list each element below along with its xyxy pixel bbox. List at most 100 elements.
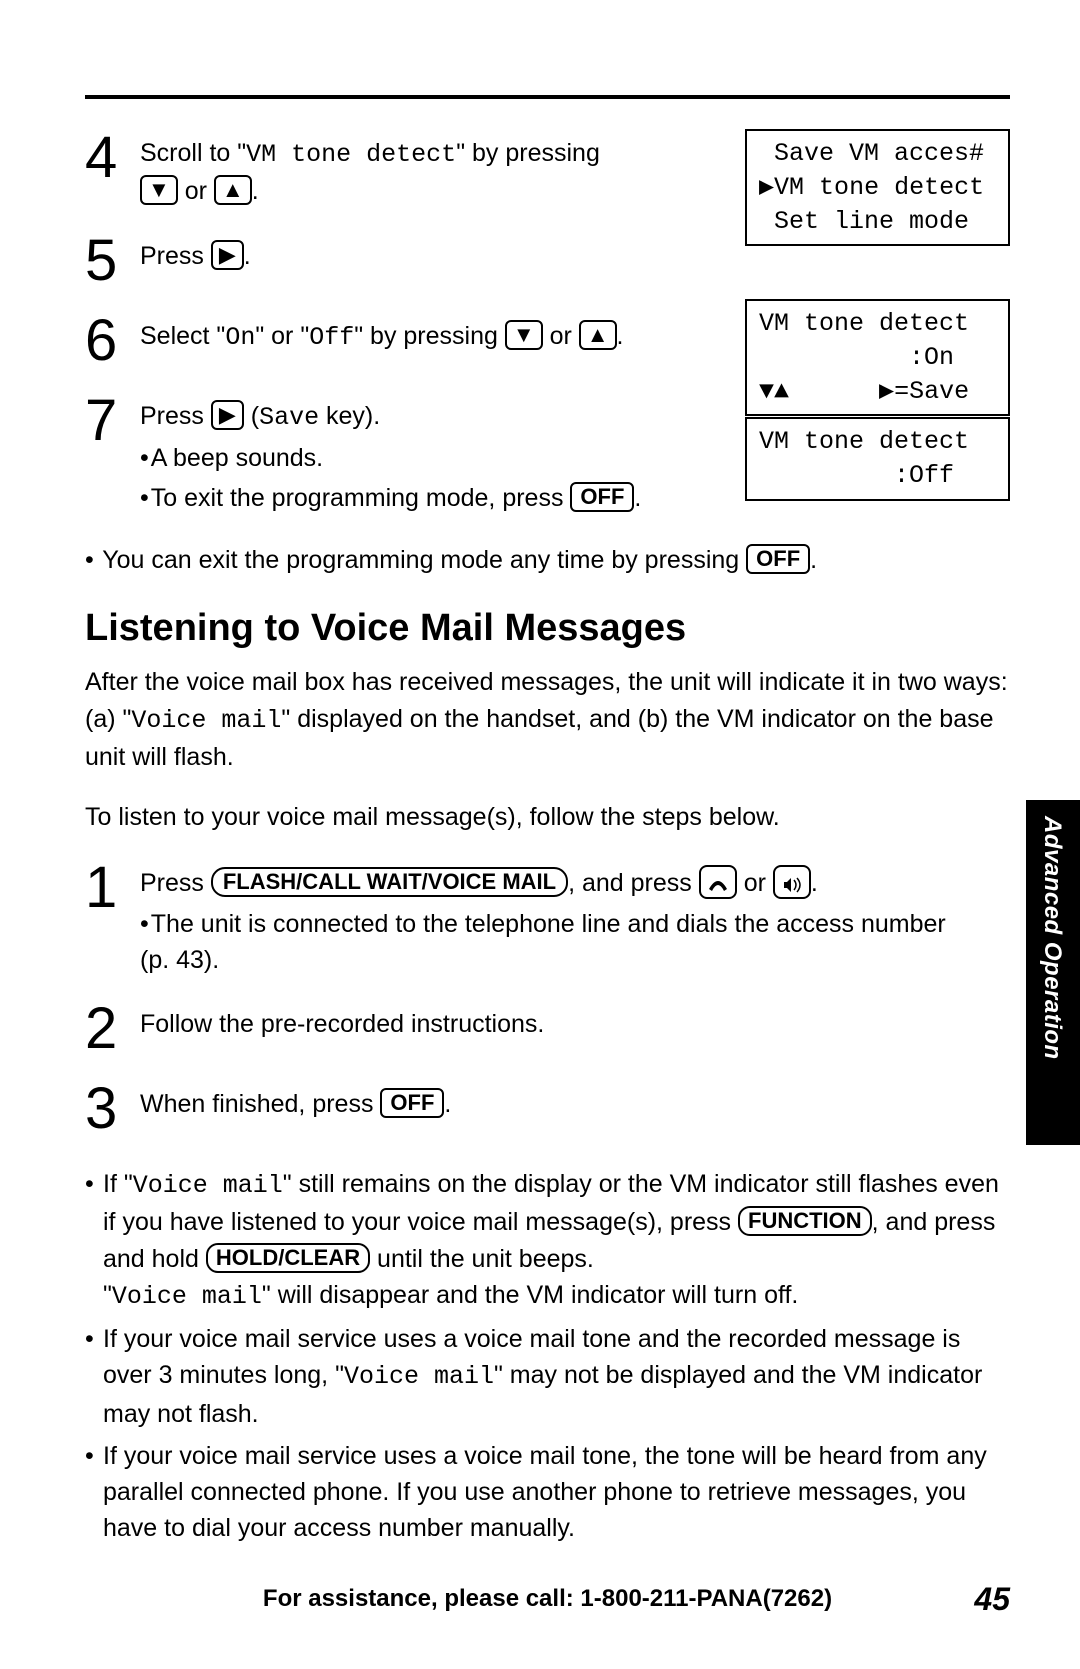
lcd-line: ▼▲ ▶=Save (759, 375, 996, 409)
page-footer: For assistance, please call: 1-800-211-P… (85, 1585, 1010, 1613)
step-number: 1 (85, 859, 140, 917)
bullet: A beep sounds. (140, 440, 641, 476)
step-number: 5 (85, 232, 140, 290)
down-key-icon: ▼ (140, 175, 178, 205)
intro-paragraph-1: After the voice mail box has received me… (85, 664, 1010, 775)
off-key: OFF (746, 544, 810, 574)
text: " by pressing (456, 139, 600, 167)
lcd-line: Set line mode (759, 205, 996, 239)
text: Press (140, 869, 211, 897)
text: . (634, 484, 641, 512)
text: or (550, 322, 572, 350)
text: . (810, 546, 817, 574)
step-number: 3 (85, 1080, 140, 1138)
mono-text: Save (259, 403, 319, 432)
page-number: 45 (974, 1581, 1010, 1618)
text: . (617, 322, 624, 350)
mono-text: VM tone detect (246, 140, 456, 169)
mono-text: Voice mail (344, 1362, 494, 1391)
text: " or " (255, 322, 309, 350)
text: . (244, 242, 251, 270)
text: , and press (568, 869, 699, 897)
mono-text: On (225, 323, 255, 352)
listen-step-1: 1 Press FLASH/CALL WAIT/VOICE MAIL, and … (85, 859, 1010, 978)
step-body: Select "On" or "Off" by pressing ▼ or ▲. (140, 312, 624, 356)
steps-bottom-block: 1 Press FLASH/CALL WAIT/VOICE MAIL, and … (85, 859, 1010, 1138)
speaker-key-icon (773, 865, 811, 899)
section-tab: Advanced Operation (1026, 800, 1080, 1145)
step-number: 6 (85, 312, 140, 370)
assistance-text: For assistance, please call: 1-800-211-P… (85, 1585, 1010, 1613)
off-key: OFF (380, 1088, 444, 1118)
text: A beep sounds. (151, 444, 323, 472)
up-key-icon: ▲ (579, 320, 617, 350)
note-item: • If "Voice mail" still remains on the d… (85, 1166, 1010, 1315)
exit-note: You can exit the programming mode any ti… (85, 544, 1010, 575)
note-text: If your voice mail service uses a voice … (103, 1438, 1010, 1547)
text: Press (140, 242, 211, 270)
top-rule (85, 95, 1010, 99)
mono-text: Voice mail (112, 1282, 262, 1311)
text: The unit is connected to the telephone l… (140, 910, 946, 974)
note-item: • If your voice mail service uses a voic… (85, 1321, 1010, 1432)
hold-clear-key: HOLD/CLEAR (206, 1243, 370, 1273)
bullet-dot: • (85, 1166, 103, 1315)
handset-key-icon (699, 865, 737, 899)
bullet-dot: • (85, 1321, 103, 1432)
right-key-icon: ▶ (211, 400, 244, 430)
mono-text: Voice mail (133, 1171, 283, 1200)
text: " will disappear and the VM indicator wi… (262, 1281, 798, 1309)
text: or (185, 177, 214, 205)
step-body: Scroll to "VM tone detect" by pressing ▼… (140, 129, 600, 210)
text: Select " (140, 322, 225, 350)
bullet-dot: • (85, 1438, 103, 1547)
note-text: If "Voice mail" still remains on the dis… (103, 1166, 1010, 1315)
step-body: When finished, press OFF. (140, 1080, 451, 1122)
text: You can exit the programming mode any ti… (102, 546, 746, 574)
intro-paragraph-2: To listen to your voice mail message(s),… (85, 799, 1010, 835)
manual-page: Save VM acces# ▶VM tone detect Set line … (0, 0, 1080, 1669)
lcd-display-1: Save VM acces# ▶VM tone detect Set line … (745, 129, 1010, 246)
steps-top-block: Save VM acces# ▶VM tone detect Set line … (85, 129, 1010, 516)
off-key: OFF (570, 482, 634, 512)
section-tab-label: Advanced Operation (1038, 816, 1066, 1060)
step-body: Follow the pre-recorded instructions. (140, 1000, 544, 1042)
step-body: Press FLASH/CALL WAIT/VOICE MAIL, and pr… (140, 859, 960, 978)
lcd-line: ▶VM tone detect (759, 171, 996, 205)
lcd-line: Save VM acces# (759, 137, 996, 171)
bullet: The unit is connected to the telephone l… (140, 906, 960, 979)
mono-text: Off (309, 323, 354, 352)
up-key-icon: ▲ (214, 175, 252, 205)
lcd-line: :Off (759, 459, 996, 493)
text: . (252, 177, 259, 205)
section-heading: Listening to Voice Mail Messages (85, 607, 1010, 650)
step-body: Press ▶. (140, 232, 251, 274)
text: Scroll to " (140, 139, 246, 167)
lcd-line: VM tone detect (759, 307, 996, 341)
lcd-line: :On (759, 341, 996, 375)
step-number: 2 (85, 1000, 140, 1058)
step-number: 4 (85, 129, 140, 187)
text: " by pressing (354, 322, 505, 350)
bullet: To exit the programming mode, press OFF. (140, 480, 641, 516)
function-key: FUNCTION (738, 1206, 872, 1236)
text: " (103, 1281, 112, 1309)
lcd-display-3: VM tone detect :Off (745, 417, 1010, 501)
lcd-display-2: VM tone detect :On ▼▲ ▶=Save (745, 299, 1010, 416)
mono-text: Voice mail (131, 706, 281, 735)
step-number: 7 (85, 392, 140, 450)
text: until the unit beeps. (370, 1245, 594, 1273)
text: To exit the programming mode, press (151, 484, 571, 512)
text: or (744, 869, 773, 897)
text: key). (319, 402, 380, 430)
text: . (444, 1090, 451, 1118)
flash-call-wait-key: FLASH/CALL WAIT/VOICE MAIL (211, 867, 568, 897)
right-key-icon: ▶ (211, 240, 244, 270)
notes-block: • If "Voice mail" still remains on the d… (85, 1166, 1010, 1547)
text: Press (140, 402, 211, 430)
lcd-line: VM tone detect (759, 425, 996, 459)
listen-step-3: 3 When finished, press OFF. (85, 1080, 1010, 1138)
text: . (811, 869, 818, 897)
note-text: If your voice mail service uses a voice … (103, 1321, 1010, 1432)
text: If " (103, 1170, 133, 1198)
